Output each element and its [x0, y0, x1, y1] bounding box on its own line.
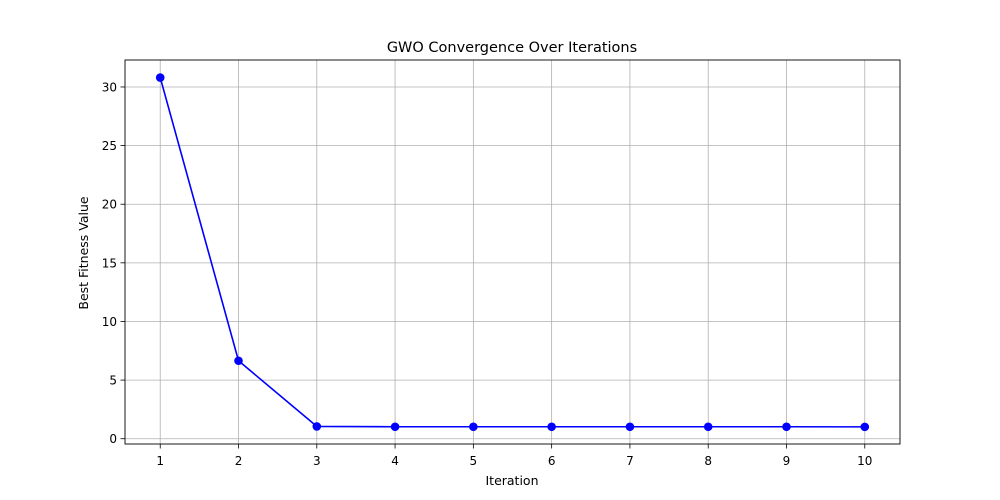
x-axis-ticks: 1 2 3 4 5 6 7 8 9 10 [156, 444, 872, 468]
x-tick-label: 6 [548, 454, 556, 468]
x-axis-label: Iteration [485, 473, 538, 488]
y-axis-ticks: 0 5 10 15 20 25 30 [102, 80, 125, 446]
y-tick-label: 20 [102, 198, 117, 212]
chart-title: GWO Convergence Over Iterations [387, 40, 637, 56]
x-tick-label: 2 [235, 454, 243, 468]
y-tick-label: 30 [102, 80, 117, 94]
x-tick-label: 1 [156, 454, 164, 468]
y-tick-label: 15 [102, 256, 117, 270]
data-point-marker [547, 422, 556, 432]
data-point-marker [390, 422, 400, 432]
plot-area-frame [124, 59, 901, 445]
x-tick-label: 10 [857, 454, 872, 468]
x-tick-label: 7 [626, 454, 634, 468]
data-point-marker [234, 356, 243, 366]
x-tick-label: 5 [470, 454, 478, 468]
x-tick-label: 8 [704, 454, 712, 468]
data-point-marker [625, 422, 635, 432]
y-tick-label: 0 [109, 432, 117, 446]
y-axis-label: Best Fitness Value [76, 196, 91, 310]
data-series [155, 73, 870, 432]
x-tick-label: 3 [313, 454, 321, 468]
y-tick-label: 5 [109, 374, 117, 388]
x-tick-label: 9 [783, 454, 791, 468]
y-tick-label: 10 [102, 315, 117, 329]
data-point-marker [155, 73, 165, 82]
data-point-marker [469, 422, 478, 432]
grid-lines [125, 60, 900, 444]
data-point-marker [782, 422, 791, 432]
data-point-marker [703, 422, 713, 432]
data-point-marker [860, 422, 870, 432]
series-line [159, 77, 865, 428]
data-point-marker [312, 422, 322, 431]
y-tick-label: 25 [102, 139, 117, 153]
x-tick-label: 4 [391, 454, 399, 468]
